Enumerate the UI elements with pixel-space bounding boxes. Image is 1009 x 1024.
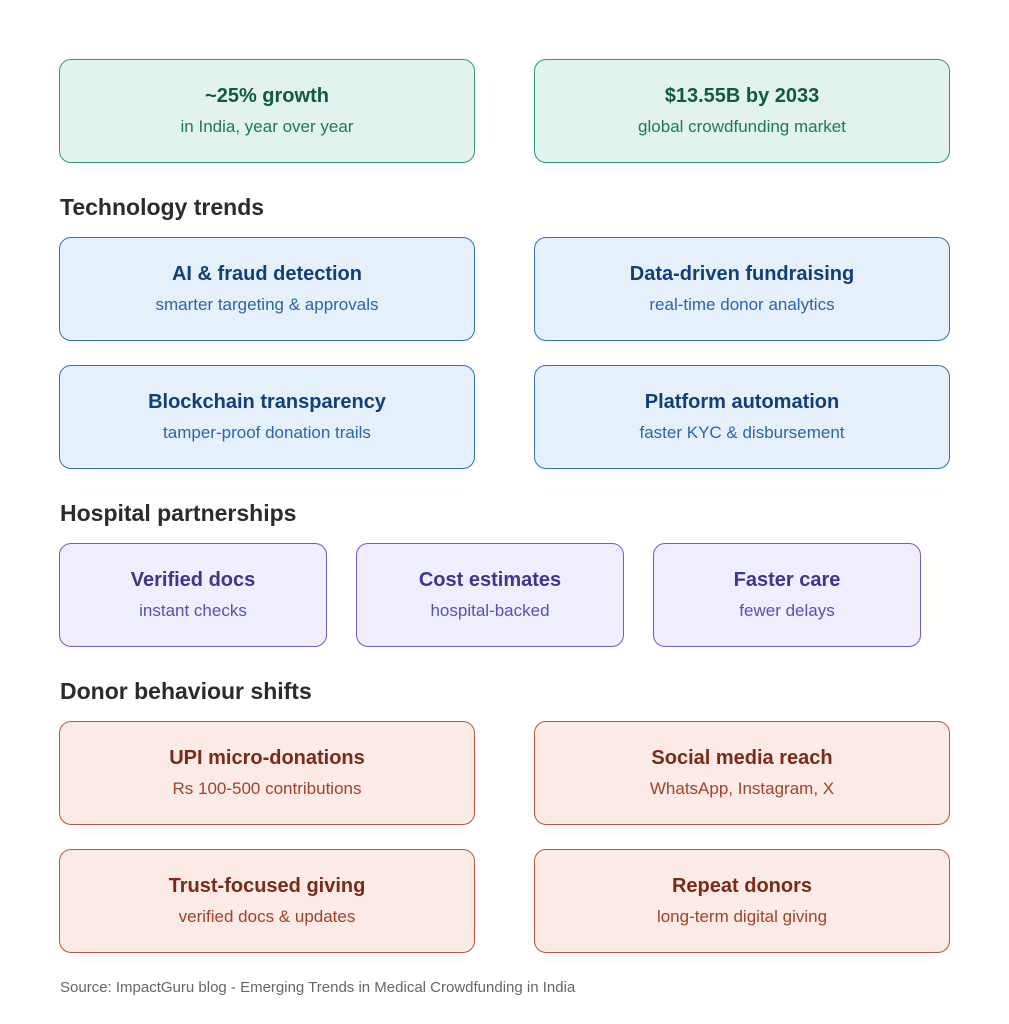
card-title: AI & fraud detection xyxy=(171,263,362,285)
stat-card-growth: ~25% growth in India, year over year xyxy=(59,59,475,163)
card-title: Cost estimates xyxy=(418,569,562,591)
donor-card-upi: UPI micro-donations Rs 100-500 contribut… xyxy=(59,721,475,825)
stat-subtitle: in India, year over year xyxy=(180,117,354,136)
card-subtitle: instant checks xyxy=(139,601,247,620)
trend-card-blockchain: Blockchain transparency tamper-proof don… xyxy=(59,365,475,469)
card-title: Verified docs xyxy=(130,569,256,591)
stat-card-market: $13.55B by 2033 global crowdfunding mark… xyxy=(534,59,950,163)
section-heading-donor: Donor behaviour shifts xyxy=(60,678,312,704)
card-subtitle: real-time donor analytics xyxy=(649,295,835,314)
card-title: Data-driven fundraising xyxy=(629,263,855,285)
source-note: Source: ImpactGuru blog - Emerging Trend… xyxy=(60,979,576,996)
card-title: UPI micro-donations xyxy=(169,747,365,769)
section-heading-technology: Technology trends xyxy=(60,194,265,220)
card-title: Social media reach xyxy=(651,747,833,769)
donor-card-repeat: Repeat donors long-term digital giving xyxy=(534,849,950,953)
donor-card-social: Social media reach WhatsApp, Instagram, … xyxy=(534,721,950,825)
stat-subtitle: global crowdfunding market xyxy=(638,117,846,136)
trend-card-automation: Platform automation faster KYC & disburs… xyxy=(534,365,950,469)
hospital-card-cost: Cost estimates hospital-backed xyxy=(356,543,624,647)
card-subtitle: Rs 100-500 contributions xyxy=(172,779,362,798)
stat-title: ~25% growth xyxy=(205,85,329,107)
hospital-card-care: Faster care fewer delays xyxy=(653,543,921,647)
card-title: Platform automation xyxy=(644,391,840,413)
card-subtitle: WhatsApp, Instagram, X xyxy=(649,779,835,798)
card-subtitle: smarter targeting & approvals xyxy=(155,295,379,314)
trend-card-ai: AI & fraud detection smarter targeting &… xyxy=(59,237,475,341)
stat-title: $13.55B by 2033 xyxy=(664,85,820,107)
card-subtitle: faster KYC & disbursement xyxy=(639,423,845,442)
card-subtitle: tamper-proof donation trails xyxy=(163,423,371,442)
card-subtitle: fewer delays xyxy=(739,601,835,620)
trend-card-data: Data-driven fundraising real-time donor … xyxy=(534,237,950,341)
card-subtitle: verified docs & updates xyxy=(178,907,356,926)
card-subtitle: hospital-backed xyxy=(430,601,550,620)
donor-card-trust: Trust-focused giving verified docs & upd… xyxy=(59,849,475,953)
hospital-card-docs: Verified docs instant checks xyxy=(59,543,327,647)
card-title: Trust-focused giving xyxy=(168,875,366,897)
card-subtitle: long-term digital giving xyxy=(656,907,828,926)
card-title: Blockchain transparency xyxy=(148,391,386,413)
card-title: Faster care xyxy=(733,569,841,591)
section-heading-hospital: Hospital partnerships xyxy=(60,500,297,526)
card-title: Repeat donors xyxy=(671,875,813,897)
